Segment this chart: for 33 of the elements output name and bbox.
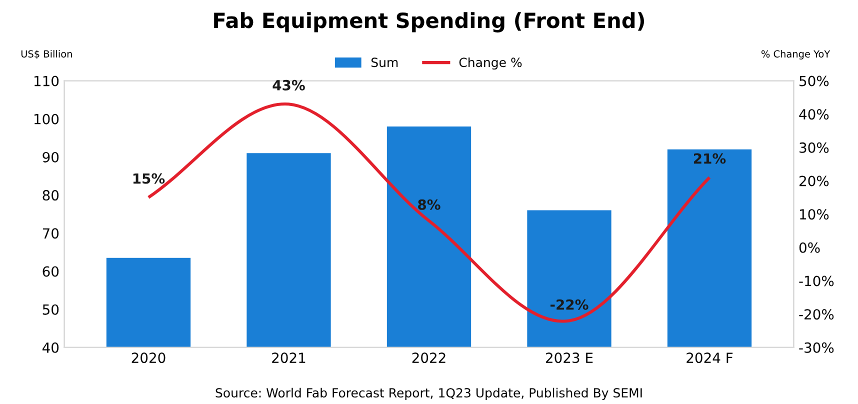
y-axis-title: US$ Billion — [21, 50, 72, 59]
y-tick-label: 100 — [34, 114, 59, 124]
source-note: Source: World Fab Forecast Report, 1Q23 Update, Published By SEMI — [216, 388, 642, 400]
y-tick-label: 40 — [42, 342, 59, 353]
legend-label: Change % — [459, 57, 522, 70]
y-tick-label: 110 — [34, 76, 59, 86]
data-label: 21% — [694, 153, 726, 164]
y-tick-label: 70 — [42, 228, 59, 239]
data-label: -22% — [550, 299, 588, 310]
y2-tick-label: 40% — [799, 109, 829, 120]
y2-axis-title: % Change YoY — [761, 50, 830, 60]
chart-title: Fab Equipment Spending (Front End) — [214, 12, 644, 32]
x-tick-label: 2021 — [272, 352, 306, 364]
data-label: 8% — [418, 199, 440, 210]
y2-tick-label: 20% — [800, 176, 829, 186]
y-tick-label: 60 — [42, 266, 59, 277]
y-tick-label: 80 — [42, 190, 59, 201]
y2-tick-label: 0% — [799, 242, 820, 253]
y-tick-label: 50 — [42, 304, 59, 315]
y-tick-label: 90 — [42, 152, 59, 162]
y2-tick-label: 50% — [800, 76, 829, 86]
x-tick-label: 2024 F — [686, 352, 733, 364]
x-tick-label: 2020 — [132, 352, 166, 364]
data-label: 15% — [133, 173, 165, 184]
y2-tick-label: -20% — [799, 309, 834, 320]
y2-tick-label: 10% — [800, 209, 829, 220]
x-tick-label: 2022 — [412, 352, 446, 364]
y2-tick-label: -30% — [799, 342, 834, 353]
y2-tick-label: 30% — [800, 142, 829, 153]
legend-label: Sum — [371, 58, 398, 68]
y2-tick-label: -10% — [799, 276, 834, 286]
data-label: 43% — [272, 80, 305, 90]
x-tick-label: 2023 E — [546, 352, 593, 364]
